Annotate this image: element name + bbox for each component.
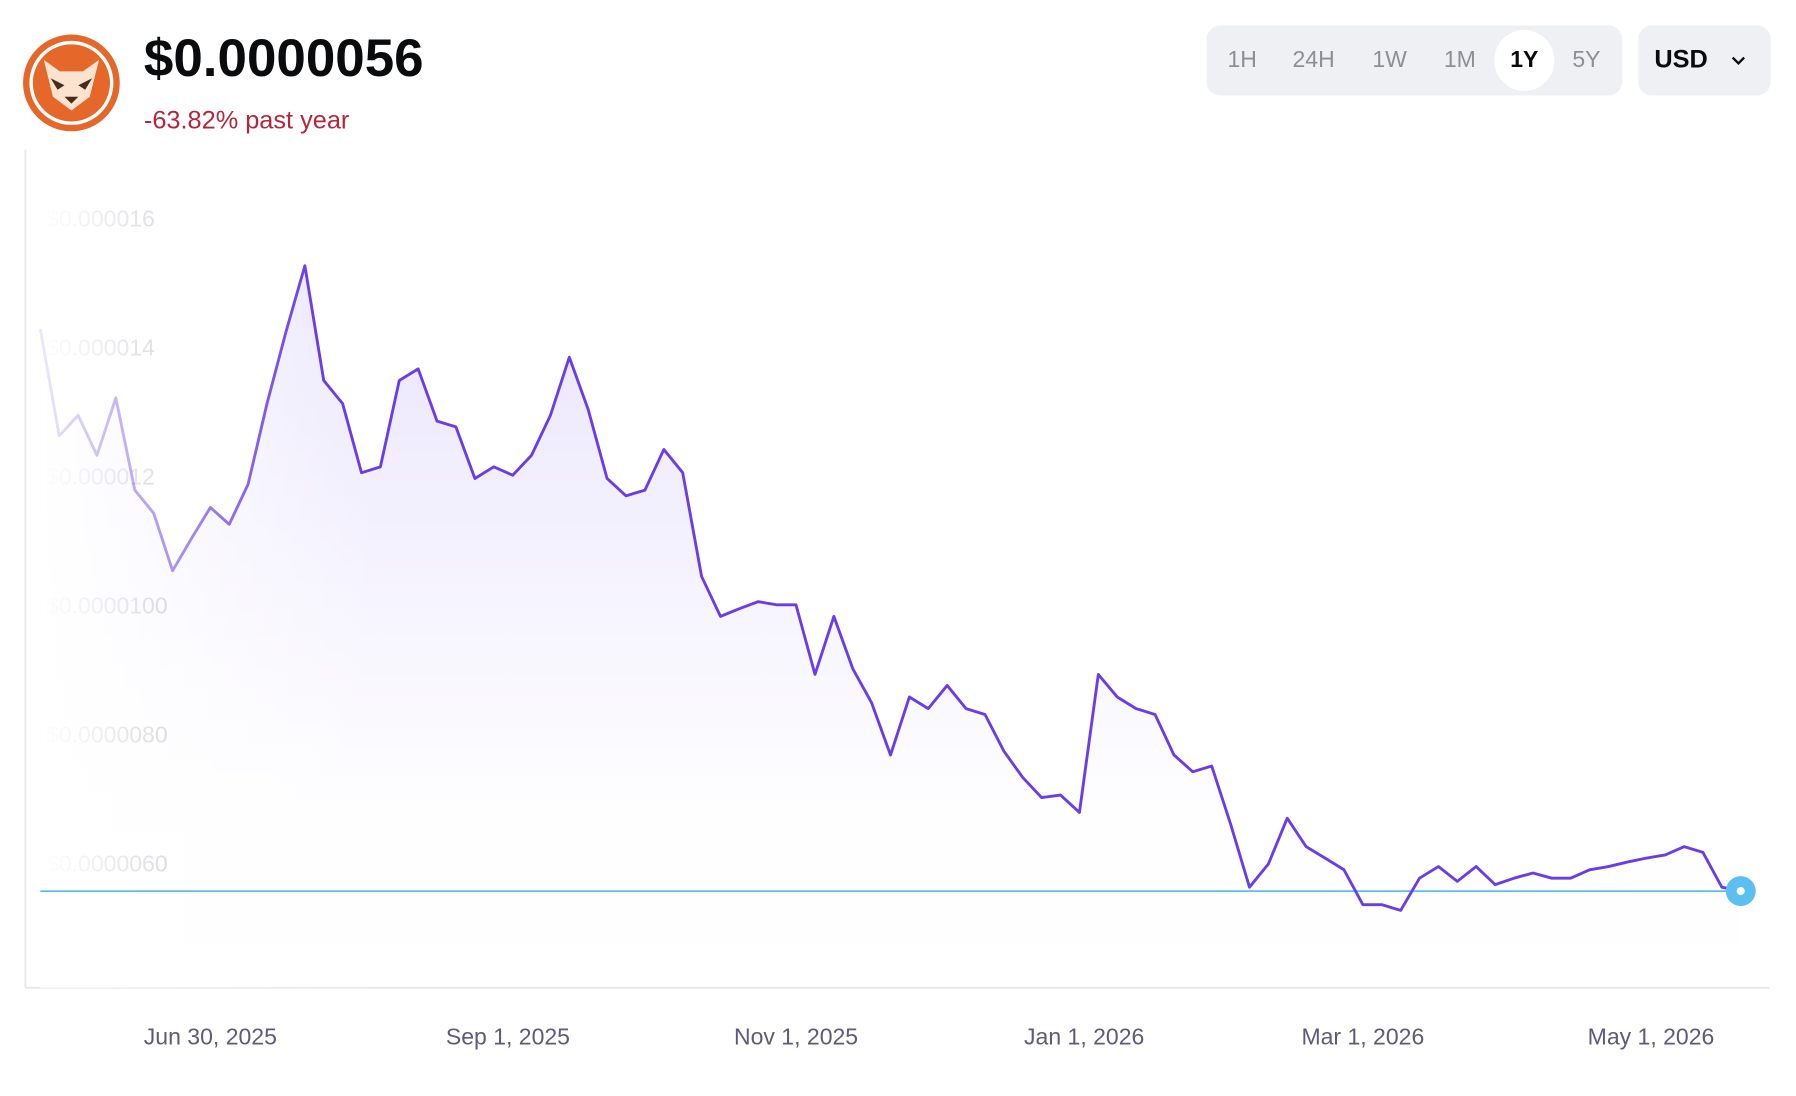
timeframe-button[interactable]: 1W — [1372, 46, 1407, 72]
x-tick-label: May 1, 2026 — [1588, 1024, 1715, 1050]
chevron — [1731, 56, 1745, 65]
timeframe-button[interactable]: 24H — [1292, 46, 1334, 72]
timeframe-button[interactable]: 1H — [1228, 46, 1257, 72]
timeframe-button[interactable]: 5Y — [1572, 46, 1600, 72]
x-tick-label: Jan 1, 2026 — [1024, 1024, 1144, 1050]
timeframe-button[interactable]: 1M — [1444, 46, 1476, 72]
timeframe-button[interactable]: 1Y — [1510, 46, 1538, 72]
price-line — [38, 264, 1742, 912]
currency[interactable]: USD — [1654, 46, 1707, 74]
currency-select[interactable]: USD — [1638, 25, 1771, 96]
x-tick-label: Sep 1, 2025 — [446, 1024, 570, 1050]
timeframe-group — [1206, 25, 1623, 96]
timeframe-buttons: 1H 24H 1W 1M 1Y 5Y — [1228, 29, 1601, 91]
x-tick-label: Nov 1, 2025 — [734, 1024, 858, 1050]
current-price-dot-center — [1736, 887, 1745, 896]
currency-box[interactable] — [1638, 25, 1771, 96]
coin-logo — [23, 34, 120, 132]
x-tick-label: Mar 1, 2026 — [1301, 1024, 1424, 1050]
timeframe-selected[interactable] — [1494, 29, 1555, 91]
price-change: -63.82% past year — [144, 107, 350, 135]
x-tick-label: Jun 30, 2025 — [144, 1024, 277, 1050]
plot: $0.000016$0.000014$0.000012$0.0000100$0.… — [38, 149, 1756, 1050]
price: $0.0000056 — [144, 29, 424, 88]
area-fade-left — [40, 149, 1741, 988]
